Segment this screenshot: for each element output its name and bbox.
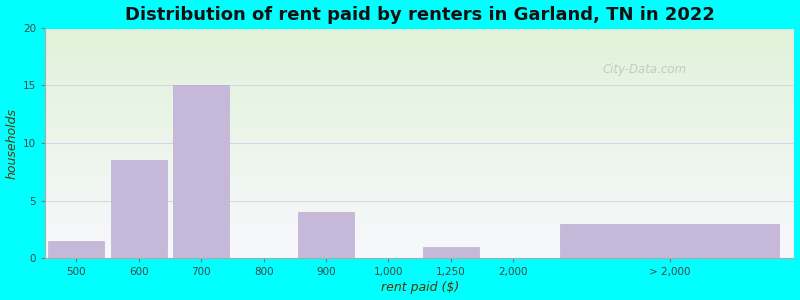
Title: Distribution of rent paid by renters in Garland, TN in 2022: Distribution of rent paid by renters in … <box>125 6 714 24</box>
X-axis label: rent paid ($): rent paid ($) <box>381 281 459 294</box>
Bar <box>423 247 479 258</box>
Bar <box>298 212 354 258</box>
Bar <box>110 160 166 258</box>
Bar <box>173 85 230 258</box>
Bar <box>48 241 104 258</box>
Y-axis label: households: households <box>6 108 18 178</box>
Text: City-Data.com: City-Data.com <box>602 63 686 76</box>
Bar <box>560 224 779 258</box>
